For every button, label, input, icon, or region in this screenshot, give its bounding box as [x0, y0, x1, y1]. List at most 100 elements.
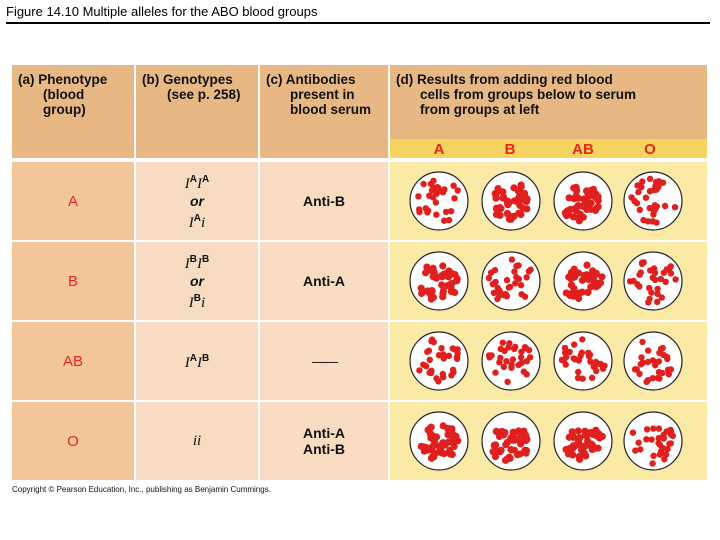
- header-antibodies-line2: present in: [290, 87, 355, 102]
- red-blood-cell: [592, 361, 599, 369]
- red-blood-cell: [492, 441, 500, 449]
- header-phenotype: (a) Phenotype (blood group): [12, 65, 134, 158]
- red-blood-cell: [517, 282, 525, 289]
- red-blood-cell: [505, 199, 513, 207]
- red-blood-cell: [429, 194, 437, 201]
- red-blood-cell: [492, 189, 500, 198]
- red-blood-cell: [515, 275, 523, 283]
- red-blood-cell: [667, 270, 675, 277]
- red-blood-cell: [572, 204, 580, 212]
- red-blood-cell: [508, 361, 515, 368]
- red-blood-cell: [598, 432, 606, 440]
- red-blood-cell: [572, 356, 579, 363]
- row-a-bg-2: [260, 162, 388, 240]
- red-blood-cell: [506, 340, 513, 347]
- red-blood-cell: [649, 375, 656, 382]
- red-blood-cell: [587, 358, 594, 365]
- red-blood-cell: [445, 216, 453, 224]
- red-blood-cell: [660, 435, 667, 442]
- dish-b-o-no-clump: [623, 251, 683, 311]
- red-blood-cell: [521, 293, 529, 300]
- red-blood-cell: [583, 187, 591, 195]
- red-blood-cell: [640, 216, 647, 224]
- red-blood-cell: [643, 426, 651, 433]
- red-blood-cell: [647, 267, 654, 274]
- red-blood-cell: [635, 439, 642, 446]
- dish-ab-o-no-clump: [623, 331, 683, 391]
- red-blood-cell: [588, 374, 596, 381]
- red-blood-cell: [667, 440, 674, 447]
- red-blood-cell: [594, 196, 602, 205]
- copyright-footer: Copyright © Pearson Education, Inc., pub…: [12, 485, 271, 494]
- red-blood-cell: [493, 447, 501, 455]
- red-blood-cell: [657, 447, 665, 455]
- red-blood-cell: [512, 280, 519, 287]
- header-results-line1: (d) Results from adding red blood: [396, 72, 613, 87]
- red-blood-cell: [438, 449, 446, 457]
- red-blood-cell: [585, 349, 592, 356]
- red-blood-cell: [587, 283, 595, 291]
- red-blood-cell: [433, 211, 440, 218]
- red-blood-cell: [644, 377, 652, 384]
- red-blood-cell: [490, 289, 498, 297]
- red-blood-cell: [518, 432, 526, 441]
- red-blood-cell: [503, 293, 511, 300]
- red-blood-cell: [655, 178, 663, 185]
- red-blood-cell: [634, 281, 641, 288]
- dish-o-a-clump: [409, 411, 469, 471]
- row-o-bg-1: [136, 402, 258, 480]
- header-antibodies-line3: blood serum: [290, 102, 372, 117]
- red-blood-cell: [637, 361, 644, 368]
- red-blood-cell: [664, 355, 671, 363]
- red-blood-cell: [598, 273, 606, 281]
- genotype-b-line2: IBi: [188, 292, 206, 311]
- red-blood-cell: [570, 265, 578, 273]
- row-a-bg-0: [12, 162, 134, 240]
- header-genotypes-line1: (b) Genotypes: [142, 72, 233, 87]
- red-blood-cell: [418, 289, 426, 298]
- red-blood-cell: [574, 374, 582, 382]
- red-blood-cell: [509, 428, 517, 436]
- red-blood-cell: [568, 431, 576, 439]
- red-blood-cell: [650, 452, 657, 459]
- red-blood-cell: [508, 256, 516, 263]
- results-ab-dishes: [409, 331, 683, 391]
- red-blood-cell: [662, 278, 669, 285]
- genotype-a-line1: IAIA: [184, 173, 210, 192]
- red-blood-cell: [515, 262, 522, 269]
- genotype-o: ii: [136, 402, 258, 480]
- genotype-ab: IAIB: [136, 322, 258, 400]
- red-blood-cell: [656, 375, 663, 382]
- red-blood-cell: [583, 261, 591, 269]
- red-blood-cell: [521, 189, 529, 197]
- red-blood-cell: [649, 218, 656, 225]
- red-blood-cell: [583, 271, 591, 279]
- red-blood-cell: [497, 345, 504, 353]
- red-blood-cell: [571, 341, 578, 348]
- red-blood-cell: [454, 350, 461, 357]
- red-blood-cell: [581, 202, 589, 210]
- red-blood-cell: [650, 425, 657, 432]
- red-blood-cell: [523, 274, 530, 281]
- red-blood-cell: [426, 430, 434, 438]
- dish-b-a-clump: [409, 251, 469, 311]
- red-blood-cell: [584, 288, 592, 296]
- red-blood-cell: [416, 208, 423, 216]
- red-blood-cell: [643, 436, 650, 443]
- red-blood-cell: [649, 460, 656, 467]
- red-blood-cell: [444, 424, 452, 432]
- row-b-bg-1: [136, 242, 258, 320]
- red-blood-cell: [506, 283, 514, 291]
- red-blood-cell: [430, 177, 437, 184]
- phenotype-o: O: [67, 432, 79, 450]
- red-blood-cell: [579, 336, 586, 343]
- dish-rim: [409, 171, 469, 231]
- red-blood-cell: [425, 207, 432, 214]
- red-blood-cell: [432, 199, 440, 206]
- header-genotypes: (b) Genotypes (see p. 258): [136, 65, 258, 158]
- red-blood-cell: [503, 209, 511, 218]
- red-blood-cell: [440, 270, 448, 278]
- red-blood-cell: [503, 276, 511, 284]
- red-blood-cell: [517, 183, 525, 191]
- abo-figure: (a) Phenotype (blood group) (b) Genotype…: [12, 65, 707, 480]
